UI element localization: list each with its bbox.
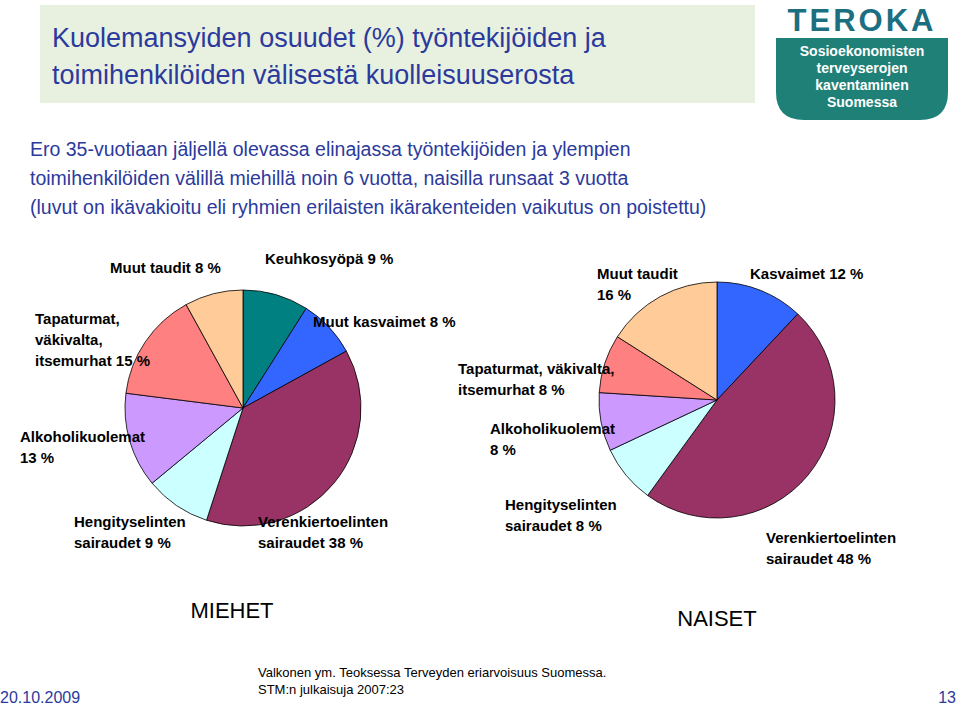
label-category: Tapaturmat, väkivalta, bbox=[458, 360, 614, 377]
chart-title: MIEHET bbox=[190, 598, 273, 623]
logo-text: kaventaminen bbox=[815, 77, 908, 93]
label-category: sairaudet bbox=[74, 534, 141, 551]
label-category: Muut taudit bbox=[110, 259, 191, 276]
data-label: Kasvaimet 12 % bbox=[750, 265, 863, 282]
data-label: Muut taudit 16 % bbox=[597, 265, 678, 303]
label-value: 12 % bbox=[825, 265, 863, 282]
chart-title: NAISET bbox=[677, 606, 756, 631]
pie-chart bbox=[599, 282, 835, 518]
pie-slice bbox=[617, 282, 717, 400]
label-category: Alkoholikuolemat bbox=[20, 428, 145, 445]
pie-slice bbox=[186, 290, 243, 408]
data-label: Verenkiertoelinten sairaudet 48 % bbox=[766, 529, 896, 567]
source: STM:n julkaisuja 2007:23 bbox=[258, 682, 404, 697]
label-category: sairaudet bbox=[505, 517, 572, 534]
label-value: 15 % bbox=[112, 352, 150, 369]
data-label: Tapaturmat, väkivalta, itsemurhat 8 % bbox=[458, 360, 614, 398]
label-value: 48 % bbox=[833, 550, 871, 567]
label-value: 8 % bbox=[572, 517, 602, 534]
title: Kuolemansyiden osuudet (%) työntekijöide… bbox=[52, 23, 607, 53]
label-category: väkivalta, bbox=[35, 331, 103, 348]
data-label: Muut kasvaimet 8 % bbox=[313, 313, 456, 330]
label-value: 8 % bbox=[191, 259, 221, 276]
label-value: 9 % bbox=[141, 534, 171, 551]
logo-text: Sosioekonomisten bbox=[800, 43, 924, 59]
label-category: Hengityselinten bbox=[74, 513, 186, 530]
label-value: 8 % bbox=[426, 313, 456, 330]
logo-text: Suomessa bbox=[827, 94, 897, 110]
label-category: Hengityselinten bbox=[505, 496, 617, 513]
subtitle: Ero 35-vuotiaan jäljellä olevassa elinaj… bbox=[30, 138, 631, 160]
data-label: Hengityselinten sairaudet 9 % bbox=[74, 513, 186, 551]
label-value: 16 % bbox=[597, 286, 631, 303]
label-category: Kasvaimet bbox=[750, 265, 825, 282]
label-category: Muut kasvaimet bbox=[313, 313, 426, 330]
label-value: 38 % bbox=[325, 534, 363, 551]
label-category: Verenkiertoelinten bbox=[258, 513, 388, 530]
label-value: 13 % bbox=[20, 449, 54, 466]
title-box bbox=[40, 5, 755, 103]
label-category: Keuhkosyöpä bbox=[265, 250, 364, 267]
label-category: sairaudet bbox=[258, 534, 325, 551]
label-value: 9 % bbox=[363, 250, 393, 267]
logo-badge bbox=[776, 38, 948, 120]
label-category: Verenkiertoelinten bbox=[766, 529, 896, 546]
label-category: Muut taudit bbox=[597, 265, 678, 282]
pie-slice bbox=[599, 393, 717, 451]
data-label: Hengityselinten sairaudet 8 % bbox=[505, 496, 617, 534]
logo-name: TEROKA bbox=[788, 3, 937, 38]
subtitle: toimihenkilöiden välillä miehillä noin 6… bbox=[30, 167, 628, 189]
label-category: Alkoholikuolemat bbox=[490, 420, 615, 437]
date: 20.10.2009 bbox=[0, 689, 80, 706]
data-label: Alkoholikuolemat 8 % bbox=[490, 420, 615, 458]
label-category: itsemurhat bbox=[458, 381, 535, 398]
label-category: sairaudet bbox=[766, 550, 833, 567]
label-category: itsemurhat bbox=[35, 352, 112, 369]
page-number: 13 bbox=[938, 689, 956, 706]
data-label: Keuhkosyöpä 9 % bbox=[265, 250, 393, 267]
label-value: 8 % bbox=[535, 381, 565, 398]
slide: Kuolemansyiden osuudet (%) työntekijöide… bbox=[0, 0, 960, 710]
source: Valkonen ym. Teoksessa Terveyden eriarvo… bbox=[258, 665, 606, 680]
data-label: Tapaturmat, väkivalta, itsemurhat 15 % bbox=[35, 310, 150, 369]
logo-text: terveyserojen bbox=[816, 60, 907, 76]
label-category: Tapaturmat, bbox=[35, 310, 120, 327]
data-label: Verenkiertoelinten sairaudet 38 % bbox=[258, 513, 388, 551]
subtitle: (luvut on ikävakioitu eli ryhmien erilai… bbox=[30, 196, 706, 218]
data-label: Muut taudit 8 % bbox=[110, 259, 221, 276]
data-label: Alkoholikuolemat 13 % bbox=[20, 428, 145, 466]
label-value: 8 % bbox=[490, 441, 516, 458]
title: toimihenkilöiden välisestä kuolleisuuser… bbox=[52, 60, 575, 90]
